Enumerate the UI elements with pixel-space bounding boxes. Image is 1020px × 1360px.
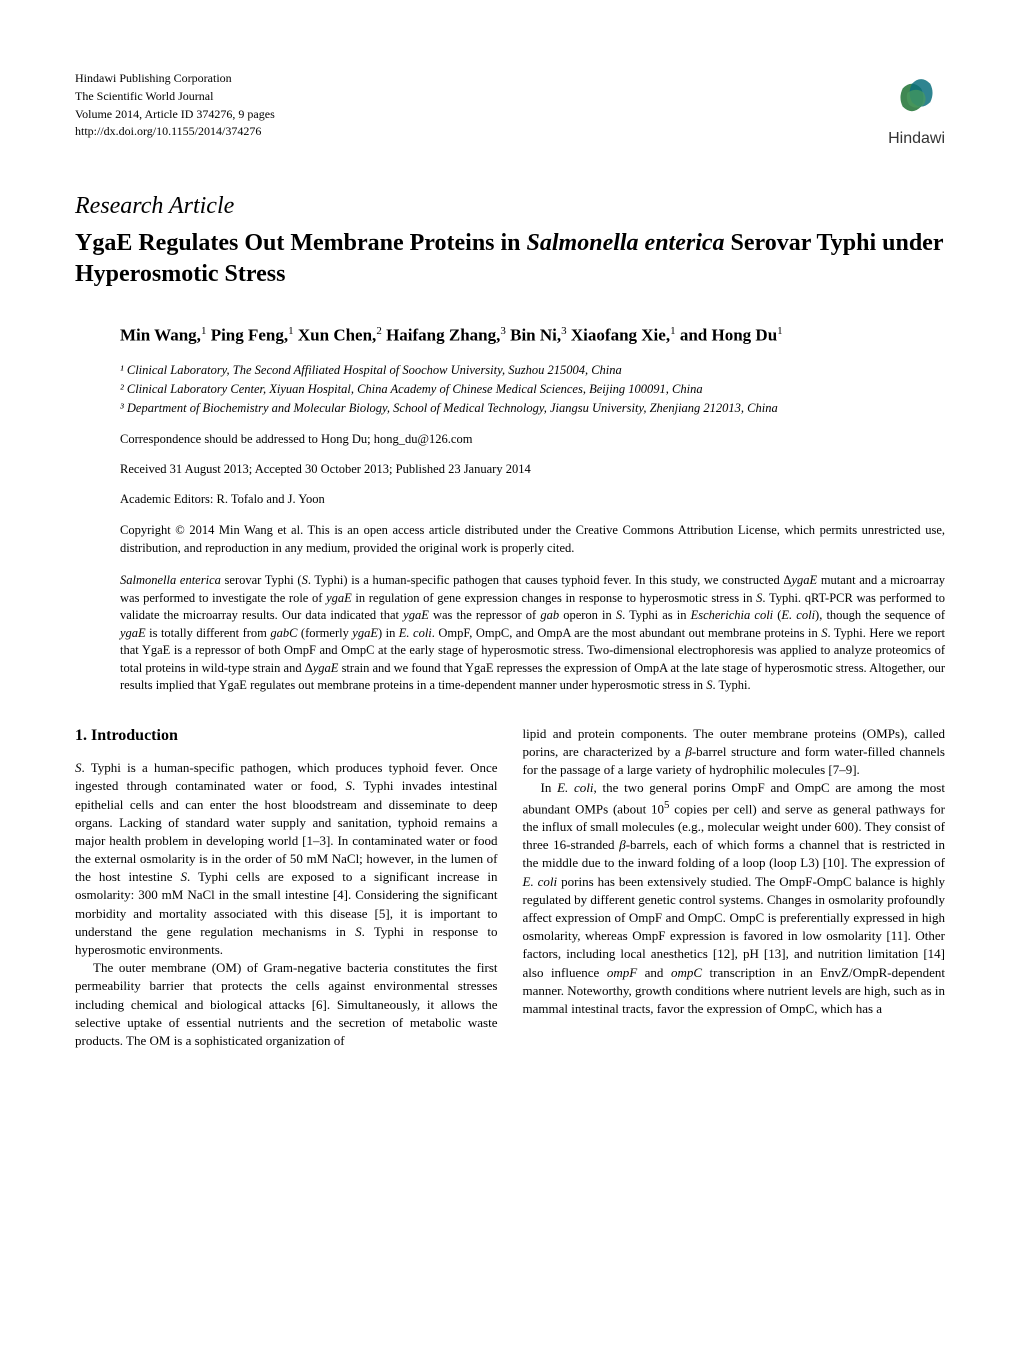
left-column: 1. Introduction S. Typhi is a human-spec… — [75, 725, 498, 1050]
publisher-info: Hindawi Publishing Corporation The Scien… — [75, 70, 275, 141]
article-title: YgaE Regulates Out Membrane Proteins in … — [75, 228, 945, 290]
title-prefix: YgaE Regulates Out Membrane Proteins in — [75, 230, 527, 256]
article-type: Research Article — [75, 193, 945, 220]
affiliation-1: ¹ Clinical Laboratory, The Second Affili… — [120, 361, 945, 380]
doi-link: http://dx.doi.org/10.1155/2014/374276 — [75, 123, 275, 140]
correspondence: Correspondence should be addressed to Ho… — [75, 432, 945, 447]
intro-para-4: In E. coli, the two general porins OmpF … — [523, 779, 946, 1018]
hindawi-logo-text: Hindawi — [888, 130, 945, 148]
authors-list: Min Wang,1 Ping Feng,1 Xun Chen,2 Haifan… — [75, 325, 945, 346]
intro-para-2: The outer membrane (OM) of Gram-negative… — [75, 959, 498, 1050]
publication-dates: Received 31 August 2013; Accepted 30 Oct… — [75, 462, 945, 477]
hindawi-logo-icon — [889, 70, 944, 125]
title-italic-species: Salmonella enterica — [527, 230, 725, 256]
intro-para-3: lipid and protein components. The outer … — [523, 725, 946, 780]
introduction-heading: 1. Introduction — [75, 725, 498, 747]
header-section: Hindawi Publishing Corporation The Scien… — [75, 70, 945, 148]
publisher-name: Hindawi Publishing Corporation — [75, 70, 275, 87]
right-column: lipid and protein components. The outer … — [523, 725, 946, 1050]
academic-editors: Academic Editors: R. Tofalo and J. Yoon — [75, 492, 945, 507]
intro-para-1: S. Typhi is a human-specific pathogen, w… — [75, 759, 498, 959]
affiliations: ¹ Clinical Laboratory, The Second Affili… — [75, 361, 945, 417]
volume-info: Volume 2014, Article ID 374276, 9 pages — [75, 106, 275, 123]
affiliation-3: ³ Department of Biochemistry and Molecul… — [120, 399, 945, 418]
abstract: Salmonella enterica serovar Typhi (S. Ty… — [75, 572, 945, 695]
body-columns: 1. Introduction S. Typhi is a human-spec… — [75, 725, 945, 1050]
publisher-logo: Hindawi — [888, 70, 945, 148]
journal-name: The Scientific World Journal — [75, 88, 275, 105]
copyright-notice: Copyright © 2014 Min Wang et al. This is… — [75, 522, 945, 557]
affiliation-2: ² Clinical Laboratory Center, Xiyuan Hos… — [120, 380, 945, 399]
